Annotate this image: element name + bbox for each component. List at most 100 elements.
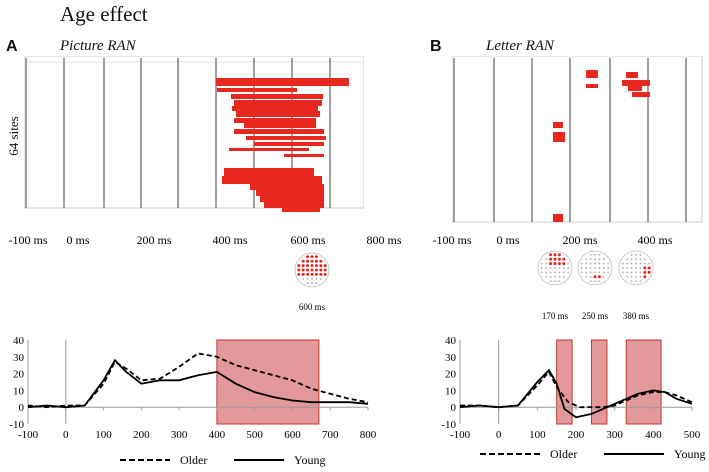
electrode-dot (540, 262, 543, 265)
electrode-dot (545, 258, 548, 261)
electrode-dot (594, 262, 596, 265)
electrode-dot (553, 257, 557, 261)
legend-older-label: Older (550, 447, 577, 461)
electrode-dot (643, 266, 647, 270)
electrode-dot (639, 267, 642, 269)
electrode-dot (545, 262, 548, 265)
electrode-dot (306, 282, 309, 285)
electrode-dot (594, 253, 596, 256)
electrode-dot (602, 267, 605, 269)
electrode-dot (589, 271, 592, 274)
electrode-dot (643, 262, 646, 265)
young-waveform (459, 368, 693, 419)
electrode-dot (585, 258, 588, 261)
a-tick: 800 ms (366, 233, 401, 247)
electrode-dot (319, 259, 323, 263)
y-tick-label: 20 (13, 369, 25, 381)
electrode-dot (643, 275, 647, 279)
x-tick-label: -100 (18, 429, 39, 440)
panel-a-raster (24, 56, 364, 212)
panel-b-label: B (430, 38, 442, 55)
electrode-dot (315, 282, 318, 285)
a-tick: 200 ms (136, 233, 171, 247)
electrode-dot (315, 277, 318, 280)
x-tick-label: 300 (171, 429, 188, 440)
electrode-dot (297, 272, 301, 276)
significance-bars (553, 70, 650, 222)
a-tick: 600 ms (290, 233, 325, 247)
topo-label: 380 ms (623, 311, 650, 320)
legend-older-label: Older (180, 453, 207, 467)
x-tick-label: 500 (246, 429, 263, 440)
legend-a: Older Young (120, 453, 325, 467)
y-tick-label: 40 (445, 335, 457, 347)
electrode-dot (630, 253, 633, 256)
electrode-dot (589, 262, 592, 265)
electrode-dot (585, 267, 588, 269)
a-tick: -100 ms (9, 233, 48, 247)
electrode-dot (558, 280, 561, 283)
electrode-dot (648, 262, 651, 265)
panel-a-label: A (6, 38, 18, 55)
electrode-dot (306, 272, 310, 276)
x-tick-label: -100 (450, 429, 471, 440)
electrode-dot (626, 271, 629, 274)
electrode-dot (630, 258, 633, 261)
x-tick-label: 200 (133, 429, 150, 440)
y-tick-label: 10 (445, 385, 457, 397)
electrode-dot (306, 259, 310, 263)
young-waveform (27, 358, 369, 409)
electrode-dot (630, 262, 633, 265)
topo-maps: 600 ms 170 ms 250 ms 380 ms (294, 250, 654, 320)
electrode-dot (639, 280, 642, 283)
electrode-dot (589, 253, 592, 256)
electrode-dot (607, 262, 610, 265)
electrode-dot (558, 271, 561, 274)
electrode-dot (549, 262, 553, 266)
electrode-dot (314, 272, 318, 276)
electrode-dot (602, 258, 605, 261)
electrode-dot (621, 262, 624, 265)
electrode-dot (301, 268, 305, 272)
electrode-dot (567, 271, 570, 274)
time-window-highlight (625, 339, 662, 425)
electrode-dot (643, 258, 646, 261)
electrode-dot (297, 268, 301, 272)
legend-young-label: Young (674, 447, 705, 461)
electrode-dot (540, 267, 543, 269)
electrode-dot (562, 267, 565, 269)
older-waveform (27, 352, 369, 409)
electrode-dot (311, 282, 313, 285)
panel-a-title: Picture RAN (60, 38, 136, 54)
x-tick-label: 0 (63, 429, 69, 440)
topo-label: 170 ms (542, 311, 569, 320)
electrode-dot (585, 271, 588, 274)
electrode-dot (545, 267, 548, 269)
y-tick-label: 20 (445, 369, 457, 381)
y-tick-label: 0 (19, 402, 25, 414)
significance-bars (216, 78, 349, 212)
y-tick-label: 40 (13, 335, 25, 347)
legend-b: Older Young (480, 447, 705, 461)
electrode-dot (554, 267, 556, 269)
panel-b-raster (452, 56, 703, 223)
electrode-dot (301, 272, 305, 276)
electrode-dot (626, 267, 629, 269)
electrode-dot (545, 275, 548, 278)
electrode-dot (593, 275, 597, 279)
time-window-highlight (590, 339, 608, 425)
electrode-dot (635, 275, 637, 278)
electrode-dot (553, 262, 557, 266)
electrode-dot (549, 267, 552, 269)
electrode-dot (597, 275, 601, 279)
electrode-dot (589, 258, 592, 261)
electrode-dot (319, 272, 323, 276)
x-tick-label: 400 (209, 429, 226, 440)
y-tick-label: 10 (13, 385, 25, 397)
raster-frame (452, 56, 703, 223)
electrode-dot (554, 280, 556, 283)
electrode-dot (558, 275, 561, 278)
electrode-dot (630, 280, 633, 283)
x-tick-label: 0 (496, 429, 502, 440)
